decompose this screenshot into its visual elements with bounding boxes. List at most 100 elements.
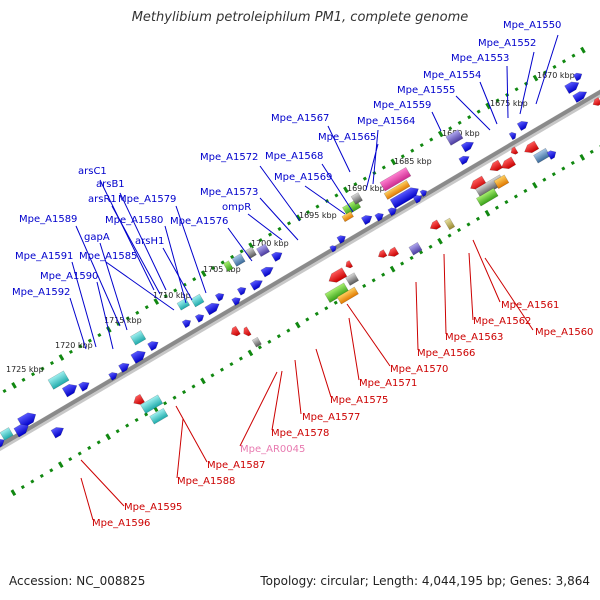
gene-label[interactable]: Mpe_A1577 bbox=[302, 412, 360, 423]
gene-label[interactable]: Mpe_A1579 bbox=[118, 194, 176, 205]
gene-label[interactable]: Mpe_A1589 bbox=[19, 214, 77, 225]
gene-label[interactable]: Mpe_A1590 bbox=[40, 271, 98, 282]
forward-gene[interactable] bbox=[374, 211, 385, 222]
forward-gene[interactable] bbox=[412, 193, 423, 204]
forward-gene[interactable] bbox=[130, 330, 147, 346]
gene-label[interactable]: Mpe_A1591 bbox=[15, 251, 73, 262]
forward-gene[interactable] bbox=[572, 71, 583, 82]
forward-gene[interactable] bbox=[419, 188, 428, 197]
reverse-gene[interactable] bbox=[345, 272, 360, 286]
gene-label[interactable]: Mpe_A1596 bbox=[92, 518, 150, 529]
gene-label[interactable]: Mpe_AR0045 bbox=[240, 444, 305, 455]
forward-gene[interactable] bbox=[147, 339, 161, 352]
gene-label[interactable]: arsR1 bbox=[88, 194, 117, 205]
forward-gene[interactable] bbox=[0, 436, 6, 449]
forward-gene[interactable] bbox=[61, 381, 79, 398]
reverse-gene[interactable] bbox=[428, 219, 442, 232]
forward-gene[interactable] bbox=[383, 179, 411, 200]
gene-label[interactable]: arsB1 bbox=[96, 179, 125, 190]
reverse-gene[interactable] bbox=[131, 393, 145, 407]
forward-gene[interactable] bbox=[260, 264, 275, 278]
gene-label[interactable]: Mpe_A1561 bbox=[501, 300, 559, 311]
reverse-gene[interactable] bbox=[499, 156, 517, 172]
forward-gene[interactable] bbox=[223, 260, 234, 272]
forward-gene[interactable] bbox=[194, 312, 205, 323]
forward-gene[interactable] bbox=[176, 297, 191, 311]
gene-label[interactable]: Mpe_A1565 bbox=[318, 132, 376, 143]
forward-gene[interactable] bbox=[236, 285, 247, 296]
gene-label[interactable]: Mpe_A1550 bbox=[503, 20, 561, 31]
reverse-gene[interactable] bbox=[229, 325, 241, 338]
forward-gene[interactable] bbox=[387, 206, 398, 217]
forward-gene[interactable] bbox=[389, 185, 421, 209]
gene-label[interactable]: Mpe_A1587 bbox=[207, 460, 265, 471]
gene-label[interactable]: Mpe_A1560 bbox=[535, 327, 593, 338]
reverse-gene[interactable] bbox=[377, 249, 388, 260]
gene-label[interactable]: Mpe_A1571 bbox=[359, 378, 417, 389]
forward-gene[interactable] bbox=[231, 295, 242, 306]
forward-gene[interactable] bbox=[249, 277, 264, 291]
forward-gene[interactable] bbox=[108, 370, 119, 381]
gene-label[interactable]: Mpe_A1555 bbox=[397, 85, 455, 96]
gene-label[interactable]: Mpe_A1552 bbox=[478, 38, 536, 49]
gene-label[interactable]: Mpe_A1554 bbox=[423, 70, 481, 81]
reverse-gene[interactable] bbox=[386, 246, 400, 259]
gene-label[interactable]: arsC1 bbox=[78, 166, 107, 177]
gene-label[interactable]: Mpe_A1564 bbox=[357, 116, 415, 127]
reverse-gene[interactable] bbox=[522, 140, 540, 156]
forward-gene[interactable] bbox=[350, 192, 363, 205]
gene-label[interactable]: Mpe_A1580 bbox=[105, 215, 163, 226]
reverse-gene[interactable] bbox=[509, 146, 519, 156]
forward-gene[interactable] bbox=[564, 79, 582, 95]
gene-label[interactable]: Mpe_A1570 bbox=[390, 364, 448, 375]
gene-label[interactable]: Mpe_A1553 bbox=[451, 53, 509, 64]
reverse-gene[interactable] bbox=[444, 217, 456, 231]
reverse-gene[interactable] bbox=[476, 187, 499, 207]
forward-gene[interactable] bbox=[336, 233, 347, 244]
reverse-gene[interactable] bbox=[241, 326, 252, 338]
gene-label[interactable]: Mpe_A1588 bbox=[177, 476, 235, 487]
forward-gene[interactable] bbox=[130, 348, 148, 364]
forward-gene[interactable] bbox=[78, 379, 92, 392]
reverse-gene[interactable] bbox=[546, 149, 558, 160]
forward-gene[interactable] bbox=[460, 139, 475, 153]
forward-gene[interactable] bbox=[329, 244, 338, 253]
reverse-gene[interactable] bbox=[149, 407, 169, 425]
forward-gene[interactable] bbox=[118, 361, 132, 373]
gene-label[interactable]: Mpe_A1595 bbox=[124, 502, 182, 513]
forward-gene[interactable] bbox=[379, 166, 412, 192]
forward-gene[interactable] bbox=[47, 370, 70, 390]
forward-gene[interactable] bbox=[256, 243, 271, 258]
forward-gene[interactable] bbox=[341, 211, 354, 223]
reverse-gene[interactable] bbox=[493, 174, 510, 190]
reverse-gene[interactable] bbox=[251, 336, 262, 348]
gene-label[interactable]: Mpe_A1566 bbox=[417, 348, 475, 359]
forward-gene[interactable] bbox=[572, 89, 589, 103]
gene-label[interactable]: Mpe_A1592 bbox=[12, 287, 70, 298]
forward-gene[interactable] bbox=[0, 427, 14, 441]
forward-gene[interactable] bbox=[271, 250, 284, 262]
gene-label[interactable]: Mpe_A1568 bbox=[265, 151, 323, 162]
forward-gene[interactable] bbox=[181, 318, 192, 329]
gene-label[interactable]: Mpe_A1573 bbox=[200, 187, 258, 198]
forward-gene[interactable] bbox=[190, 293, 205, 308]
gene-label[interactable]: arsH1 bbox=[135, 236, 164, 247]
reverse-gene[interactable] bbox=[336, 286, 359, 305]
gene-label[interactable]: Mpe_A1585 bbox=[79, 251, 137, 262]
reverse-gene[interactable] bbox=[140, 394, 164, 414]
reverse-gene[interactable] bbox=[408, 241, 423, 256]
reverse-gene[interactable] bbox=[344, 260, 354, 269]
reverse-gene[interactable] bbox=[50, 424, 66, 439]
gene-label[interactable]: gapA bbox=[84, 232, 110, 243]
forward-gene[interactable] bbox=[204, 300, 222, 316]
gene-label[interactable]: Mpe_A1562 bbox=[473, 316, 531, 327]
forward-gene[interactable] bbox=[516, 119, 530, 131]
forward-gene[interactable] bbox=[214, 291, 225, 302]
gene-label[interactable]: Mpe_A1563 bbox=[445, 332, 503, 343]
forward-gene[interactable] bbox=[445, 129, 464, 146]
forward-gene[interactable] bbox=[508, 131, 518, 141]
gene-label[interactable]: Mpe_A1576 bbox=[170, 216, 228, 227]
gene-label[interactable]: Mpe_A1559 bbox=[373, 100, 431, 111]
reverse-gene[interactable] bbox=[488, 159, 503, 174]
gene-label[interactable]: Mpe_A1569 bbox=[274, 172, 332, 183]
